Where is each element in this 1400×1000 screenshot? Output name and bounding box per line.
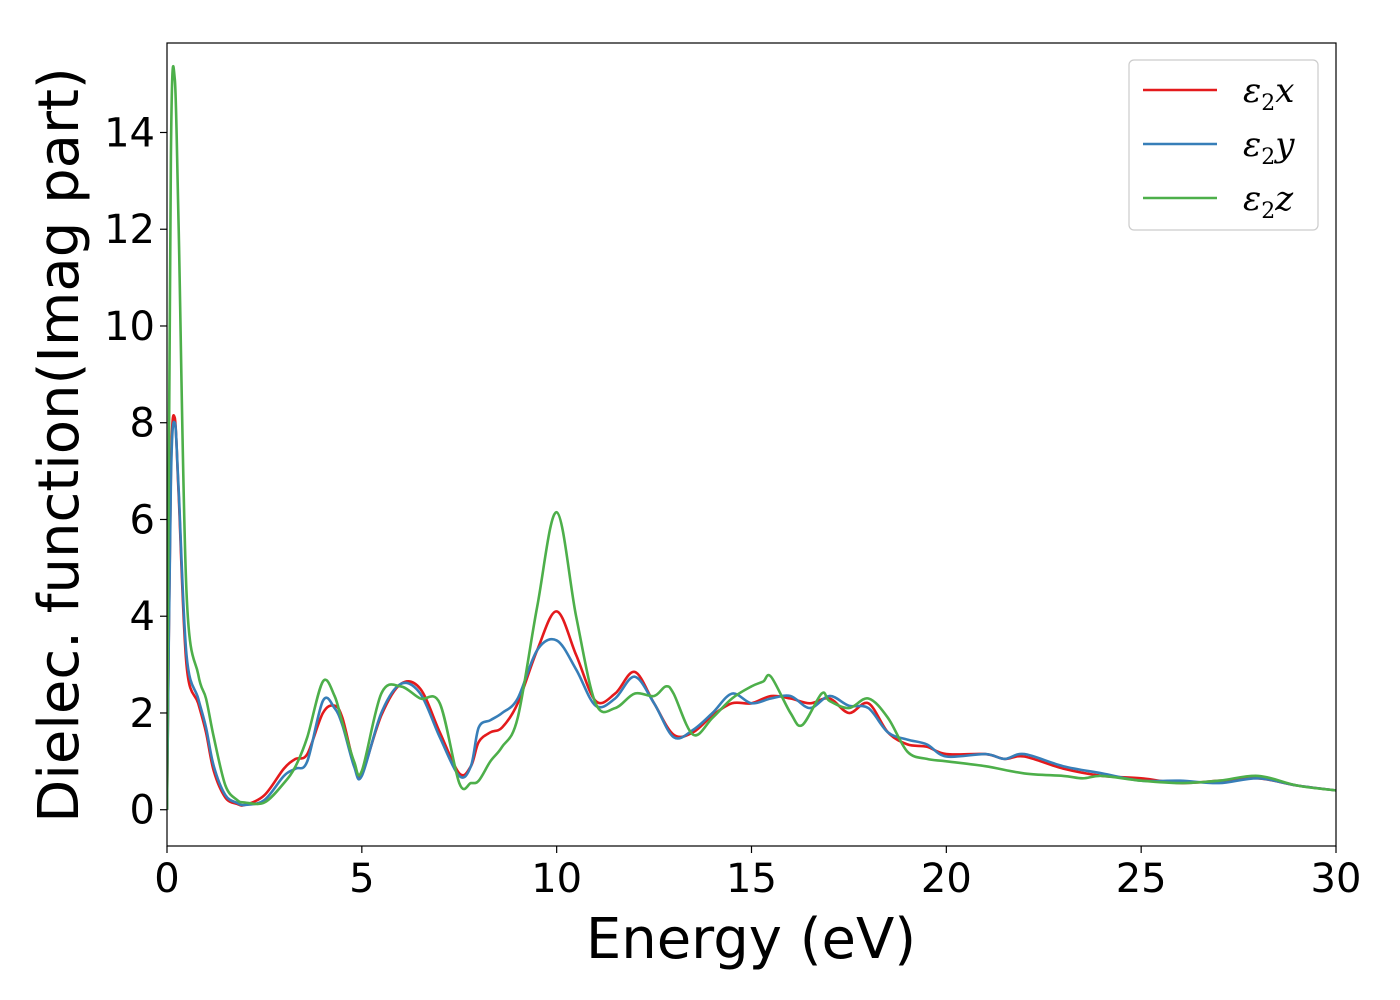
series-line-z [167, 64, 1336, 810]
y-tick-label: 8 [130, 401, 155, 447]
x-tick-label: 20 [921, 856, 972, 902]
x-axis-label: Energy (eV) [586, 907, 916, 972]
y-tick-label: 12 [104, 207, 155, 253]
legend-label-z: ε2z [1243, 179, 1294, 224]
y-axis: 0 2 4 6 8 10 12 14 [104, 110, 167, 834]
series-line-y [167, 420, 1336, 810]
y-tick-label: 4 [130, 594, 155, 640]
x-tick-label: 0 [154, 856, 179, 902]
x-tick-label: 5 [349, 856, 374, 902]
y-tick-label: 14 [104, 110, 155, 156]
x-tick-label: 15 [726, 856, 777, 902]
series-layer [167, 64, 1336, 810]
legend-label-y: ε2y [1243, 125, 1295, 170]
legend-box [1128, 59, 1319, 231]
y-tick-label: 2 [130, 691, 155, 737]
x-tick-label: 10 [531, 856, 582, 902]
y-tick-label: 10 [104, 304, 155, 350]
legend: ε2x ε2y ε2z [1128, 59, 1319, 231]
y-axis-label: Dielec. function(Imag part) [27, 67, 92, 823]
x-tick-label: 25 [1116, 856, 1167, 902]
x-tick-label: 30 [1311, 856, 1362, 902]
x-axis: 0 5 10 15 20 25 30 [154, 846, 1361, 902]
y-tick-label: 0 [130, 788, 155, 834]
y-tick-label: 6 [130, 497, 155, 543]
legend-label-x: ε2x [1243, 71, 1294, 116]
